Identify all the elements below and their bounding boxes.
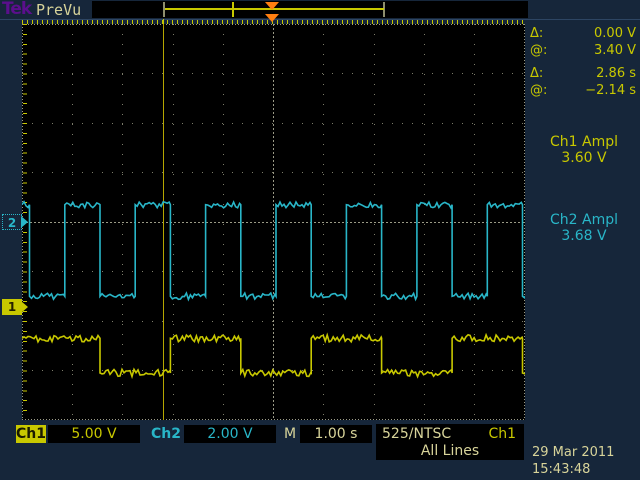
prevu-mode-label: PreVu (36, 1, 82, 19)
cursor-time-delta-row: Δ: 2.86 s (528, 66, 638, 83)
cursor-time-at-value: −2.14 s (585, 83, 636, 98)
ch1-amplitude-measurement[interactable]: Ch1 Ampl 3.60 V (528, 134, 640, 166)
cursor-voltage-at-symbol: @: (530, 43, 548, 58)
time-ruler-cursor-tick[interactable] (163, 19, 164, 24)
ch2-amplitude-value: 3.68 V (561, 228, 607, 244)
graticule-center-horizontal-axis (22, 222, 525, 223)
waveform-traces (22, 200, 525, 380)
tek-logo: Tek (2, 0, 32, 19)
vertical-time-cursor[interactable] (163, 24, 164, 420)
ch1-amplitude-label: Ch1 Ampl (550, 134, 618, 150)
time-ruler-ticks (22, 20, 525, 24)
ch1-amplitude-value: 3.60 V (561, 150, 607, 166)
top-bar: Tek PreVu (0, 0, 640, 20)
ch1-ground-marker[interactable]: 1 (2, 299, 22, 315)
record-length-bracket (163, 2, 385, 17)
time-label: 15:43:48 (532, 462, 591, 477)
trigger-position-arrow-icon[interactable] (265, 2, 279, 10)
readout-panel: Δ: 0.00 V @: 3.40 V Δ: 2.86 s @: −2.14 s… (528, 24, 640, 420)
cursor-voltage-delta-value: 0.00 V (594, 26, 636, 41)
ch1-volts-per-div[interactable]: 5.00 V (48, 425, 140, 443)
cursor-time-at-symbol: @: (530, 83, 548, 98)
trigger-standard-label: 525/NTSC (382, 426, 452, 442)
cursor-voltage-delta-row: Δ: 0.00 V (528, 26, 638, 43)
trigger-lines-label: All Lines (420, 443, 480, 459)
ch1-ground-marker-tip-icon (21, 301, 28, 313)
ch2-ground-marker[interactable]: 2 (2, 214, 22, 230)
ch1-waveform-trace (22, 332, 525, 380)
trigger-status-box[interactable]: 525/NTSC Ch1 All Lines (376, 424, 524, 460)
ch2-volts-per-div[interactable]: 2.00 V (184, 425, 276, 443)
ch2-waveform-trace (22, 200, 525, 302)
record-length-tick (232, 2, 234, 17)
cursor-voltage-delta-symbol: Δ: (530, 26, 544, 41)
main-timebase-badge[interactable]: M (283, 426, 297, 442)
ch2-amplitude-measurement[interactable]: Ch2 Ampl 3.68 V (528, 212, 640, 244)
waveform-graticule[interactable] (22, 24, 525, 420)
datetime-display: 29 Mar 2011 15:43:48 (532, 444, 638, 478)
ch1-trace-path (22, 332, 525, 380)
cursor-voltage-at-value: 3.40 V (594, 43, 636, 58)
date-label: 29 Mar 2011 (532, 445, 615, 460)
ch2-badge[interactable]: Ch2 (151, 426, 181, 442)
ch1-selected-badge[interactable]: Ch1 (16, 425, 46, 443)
trigger-ruler-arrow-icon[interactable] (265, 14, 279, 22)
cursor-time-at-row: @: −2.14 s (528, 83, 638, 100)
main-timebase-value[interactable]: 1.00 s (300, 425, 372, 443)
ch2-ground-marker-tip-icon (21, 216, 28, 228)
ch2-trace-path (22, 200, 525, 302)
cursor-time-delta-symbol: Δ: (530, 66, 544, 81)
trigger-source-label: Ch1 (488, 426, 516, 442)
cursor-voltage-at-row: @: 3.40 V (528, 43, 638, 60)
cursor-time-delta-value: 2.86 s (596, 66, 636, 81)
ch2-amplitude-label: Ch2 Ampl (550, 212, 618, 228)
